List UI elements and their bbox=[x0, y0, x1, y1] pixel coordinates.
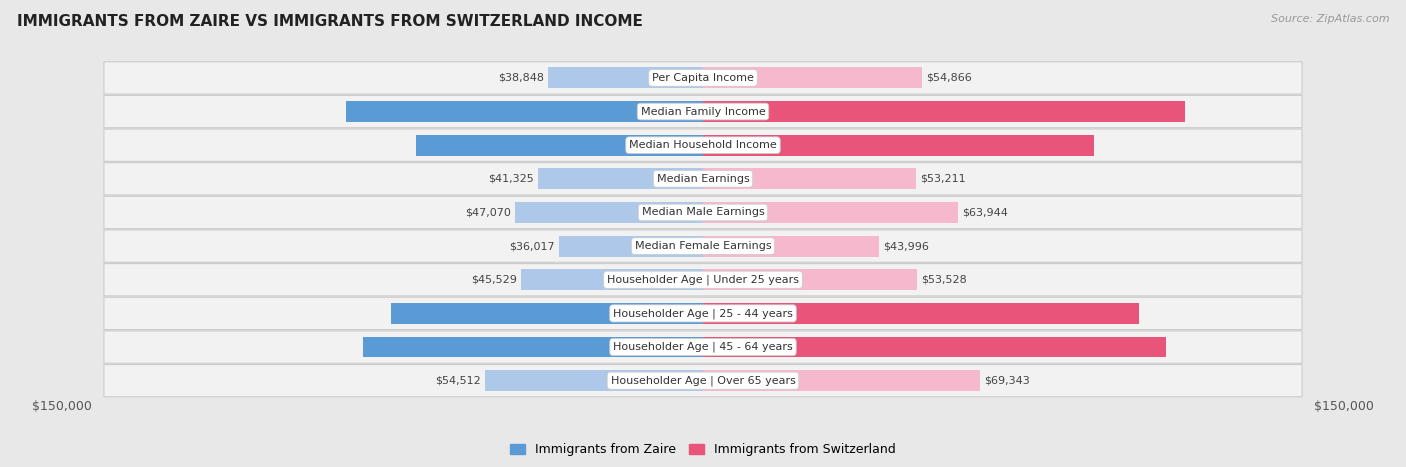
Bar bbox=[416, 135, 703, 156]
Text: $85,207: $85,207 bbox=[648, 342, 699, 352]
Text: $43,996: $43,996 bbox=[883, 241, 929, 251]
Text: $89,285: $89,285 bbox=[648, 106, 699, 117]
Text: Source: ZipAtlas.com: Source: ZipAtlas.com bbox=[1271, 14, 1389, 24]
Bar bbox=[703, 169, 915, 189]
Bar bbox=[548, 67, 703, 88]
Bar bbox=[346, 101, 703, 122]
Text: Median Male Earnings: Median Male Earnings bbox=[641, 207, 765, 218]
Text: $78,045: $78,045 bbox=[648, 308, 699, 318]
Text: Householder Age | 25 - 44 years: Householder Age | 25 - 44 years bbox=[613, 308, 793, 318]
Text: Median Earnings: Median Earnings bbox=[657, 174, 749, 184]
Text: Householder Age | 45 - 64 years: Householder Age | 45 - 64 years bbox=[613, 342, 793, 352]
Bar bbox=[703, 303, 1139, 324]
Bar bbox=[485, 370, 703, 391]
Text: $47,070: $47,070 bbox=[465, 207, 510, 218]
Text: $54,512: $54,512 bbox=[436, 375, 481, 386]
Bar bbox=[391, 303, 703, 324]
Text: $63,944: $63,944 bbox=[963, 207, 1008, 218]
Bar bbox=[515, 202, 703, 223]
Text: Householder Age | Under 25 years: Householder Age | Under 25 years bbox=[607, 275, 799, 285]
FancyBboxPatch shape bbox=[104, 163, 1302, 195]
Legend: Immigrants from Zaire, Immigrants from Switzerland: Immigrants from Zaire, Immigrants from S… bbox=[505, 439, 901, 461]
Bar bbox=[522, 269, 703, 290]
Text: $69,343: $69,343 bbox=[984, 375, 1029, 386]
Bar bbox=[703, 101, 1185, 122]
Text: Per Capita Income: Per Capita Income bbox=[652, 73, 754, 83]
Bar bbox=[703, 236, 879, 256]
Text: $53,528: $53,528 bbox=[921, 275, 967, 285]
Text: $53,211: $53,211 bbox=[920, 174, 966, 184]
Text: $71,801: $71,801 bbox=[648, 140, 699, 150]
Text: $109,185: $109,185 bbox=[707, 308, 766, 318]
Bar bbox=[703, 370, 980, 391]
Text: Householder Age | Over 65 years: Householder Age | Over 65 years bbox=[610, 375, 796, 386]
Text: $54,866: $54,866 bbox=[927, 73, 972, 83]
Bar bbox=[703, 269, 917, 290]
Bar bbox=[560, 236, 703, 256]
Text: $45,529: $45,529 bbox=[471, 275, 517, 285]
FancyBboxPatch shape bbox=[104, 62, 1302, 94]
Text: $36,017: $36,017 bbox=[509, 241, 555, 251]
Text: IMMIGRANTS FROM ZAIRE VS IMMIGRANTS FROM SWITZERLAND INCOME: IMMIGRANTS FROM ZAIRE VS IMMIGRANTS FROM… bbox=[17, 14, 643, 29]
Text: Median Family Income: Median Family Income bbox=[641, 106, 765, 117]
Text: $41,325: $41,325 bbox=[488, 174, 534, 184]
Bar bbox=[703, 202, 959, 223]
Text: Median Household Income: Median Household Income bbox=[628, 140, 778, 150]
Text: Median Female Earnings: Median Female Earnings bbox=[634, 241, 772, 251]
Bar bbox=[703, 337, 1166, 357]
FancyBboxPatch shape bbox=[104, 297, 1302, 330]
FancyBboxPatch shape bbox=[104, 129, 1302, 161]
Text: $38,848: $38,848 bbox=[498, 73, 544, 83]
FancyBboxPatch shape bbox=[104, 365, 1302, 397]
Text: $120,726: $120,726 bbox=[707, 106, 766, 117]
FancyBboxPatch shape bbox=[104, 263, 1302, 296]
FancyBboxPatch shape bbox=[104, 331, 1302, 363]
FancyBboxPatch shape bbox=[104, 230, 1302, 262]
Bar bbox=[703, 135, 1094, 156]
Text: $150,000: $150,000 bbox=[1315, 400, 1374, 413]
Bar bbox=[538, 169, 703, 189]
Bar bbox=[363, 337, 703, 357]
Text: $150,000: $150,000 bbox=[32, 400, 91, 413]
Text: $115,934: $115,934 bbox=[707, 342, 766, 352]
FancyBboxPatch shape bbox=[104, 95, 1302, 127]
FancyBboxPatch shape bbox=[104, 196, 1302, 229]
Text: $97,979: $97,979 bbox=[707, 140, 758, 150]
Bar bbox=[703, 67, 922, 88]
